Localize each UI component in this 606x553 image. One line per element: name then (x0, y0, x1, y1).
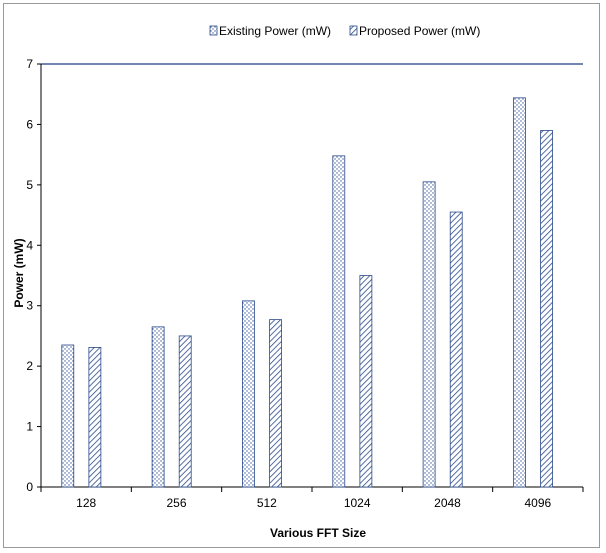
bar-existing (332, 155, 346, 488)
legend-label-proposed: Proposed Power (mW) (359, 24, 480, 38)
x-tick-label: 512 (257, 496, 277, 510)
bar-proposed (540, 130, 553, 488)
bar-proposed (88, 347, 102, 488)
x-tick-label: 1024 (344, 496, 371, 510)
y-axis-title: Power (mW) (12, 238, 26, 307)
x-tick-label: 256 (166, 496, 186, 510)
x-tick-label: 4096 (524, 496, 551, 510)
bar-proposed (449, 211, 463, 488)
legend-swatch-proposed (349, 25, 358, 36)
bar-existing (242, 300, 255, 488)
bar-proposed (359, 275, 373, 488)
y-tick-label: 2 (26, 359, 33, 373)
x-axis-title: Various FFT Size (270, 526, 366, 540)
plot-area: 0 1 2 3 4 5 6 7 128 256 512 1024 2048 4096 (26, 57, 584, 510)
x-tick-label: 2048 (434, 496, 461, 510)
bar-existing (151, 326, 165, 488)
y-tick-label: 4 (26, 238, 33, 252)
bar-proposed (178, 335, 192, 488)
bar-existing (422, 181, 436, 488)
bar-existing (61, 344, 75, 488)
legend: Existing Power (mW) Proposed Power (mW) (209, 24, 480, 38)
y-tick-label: 6 (26, 117, 33, 131)
y-tick-label: 7 (26, 57, 33, 71)
bar-proposed (269, 319, 282, 488)
x-tick-label: 128 (76, 496, 96, 510)
y-tick-label: 0 (26, 480, 33, 494)
y-tick-label: 3 (26, 299, 33, 313)
bar-existing (513, 97, 526, 488)
y-tick-label: 1 (26, 420, 33, 434)
legend-label-existing: Existing Power (mW) (219, 24, 331, 38)
y-tick-label: 5 (26, 178, 33, 192)
chart-frame (3, 3, 600, 548)
legend-swatch-existing (209, 25, 218, 36)
